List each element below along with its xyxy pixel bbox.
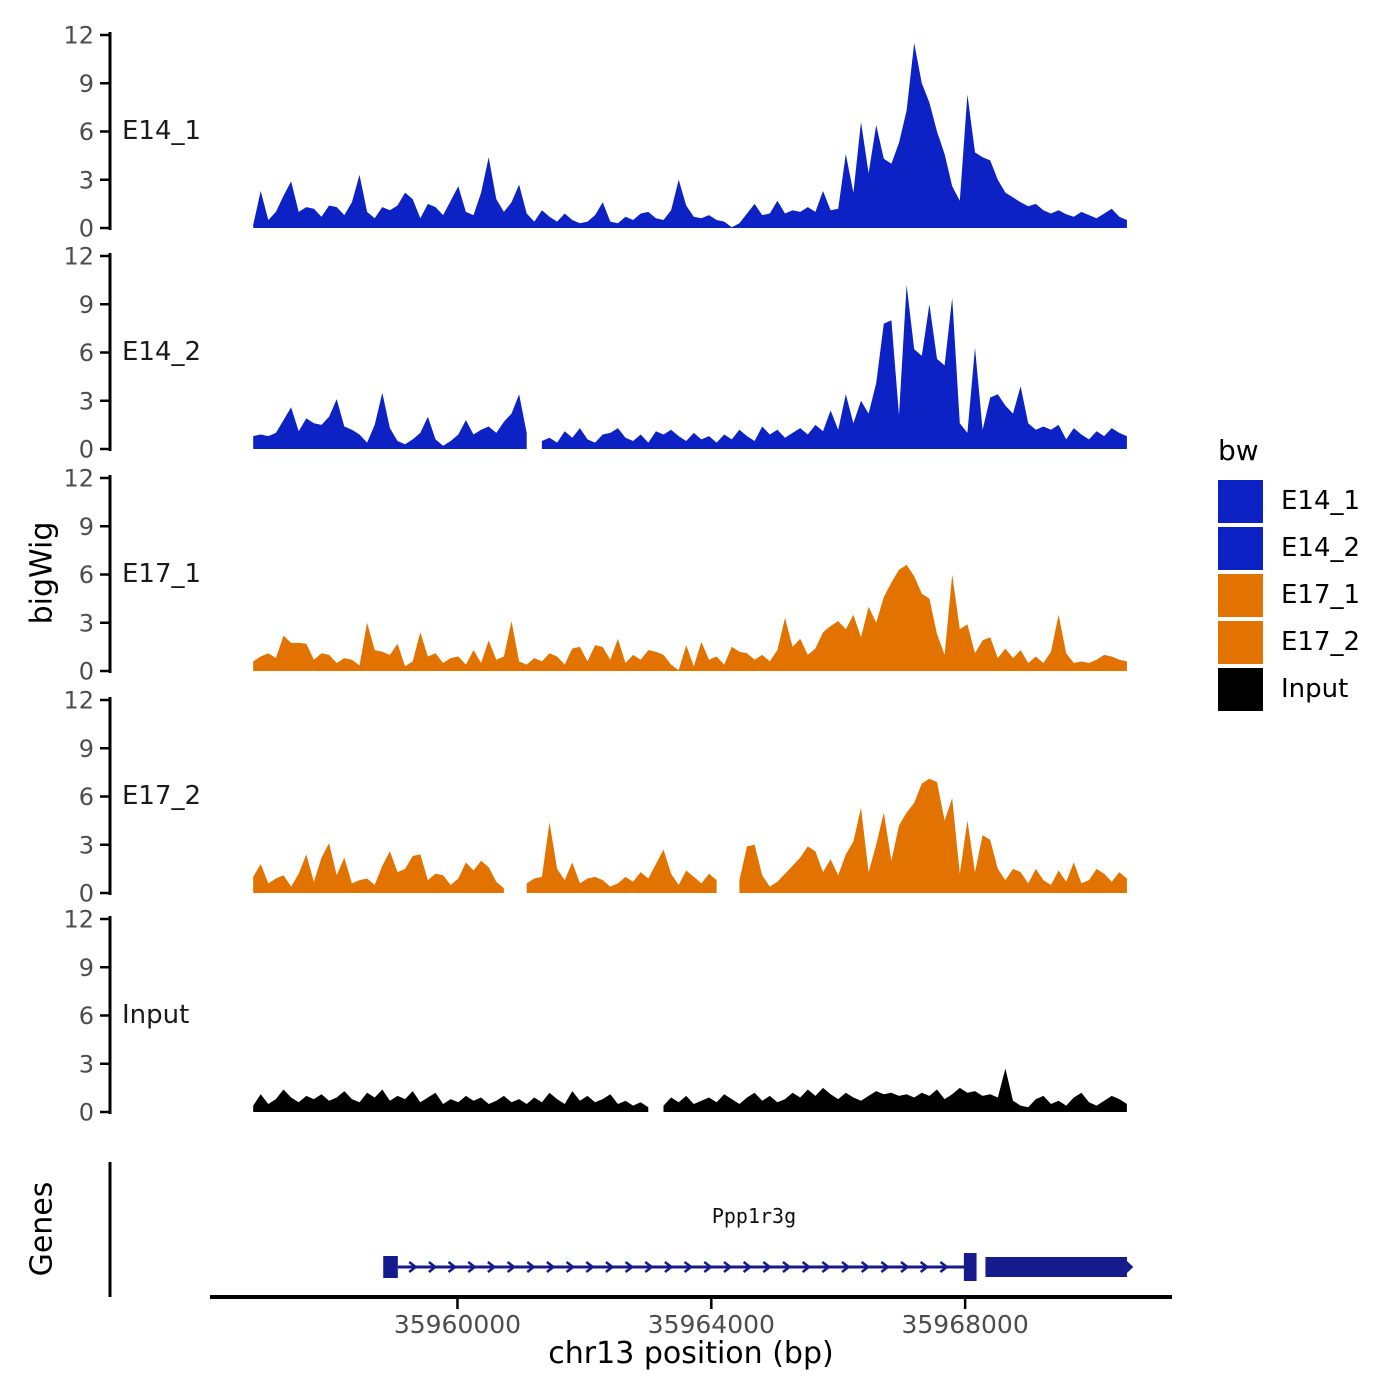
gene-strand-arrow-icon [467, 1261, 477, 1273]
y-tick-label-E14_2-3: 3 [79, 387, 94, 415]
legend-label-e17-1: E17_1 [1281, 580, 1361, 610]
y-tick-label-E14_1-0: 0 [79, 215, 94, 243]
gene-strand-arrow-icon [506, 1261, 517, 1273]
gene-strand-arrow-icon [703, 1261, 713, 1273]
gene-strand-arrow-icon [585, 1261, 595, 1273]
y-tick-label-E17_1-9: 9 [79, 513, 94, 541]
gene-strand-arrow-icon [841, 1261, 851, 1273]
track-area-E14_1 [253, 43, 1127, 228]
y-tick-label-E17_2-9: 9 [79, 735, 94, 763]
y-tick-label-E17_2-6: 6 [79, 783, 94, 811]
gene-strand-arrow-icon [762, 1261, 772, 1273]
y-tick-label-E14_2-6: 6 [79, 339, 94, 367]
track-area-Input [253, 1068, 1127, 1112]
y-tick-label-E17_2-0: 0 [79, 880, 94, 908]
gene-strand-arrow-icon [939, 1261, 949, 1273]
y-tick-label-Input-9: 9 [79, 954, 94, 982]
legend-swatch [1218, 527, 1263, 570]
gene-strand-arrow-icon [821, 1261, 831, 1273]
gene-name-label: Ppp1r3g [711, 1204, 797, 1228]
gene-strand-arrow-icon [742, 1261, 753, 1273]
x-tick-label-35960000: 35960000 [394, 1310, 521, 1339]
gene-strand-arrow-icon [428, 1261, 438, 1273]
gene-strand-arrow-icon [565, 1261, 576, 1273]
y-tick-label-Input-3: 3 [79, 1050, 94, 1078]
gene-strand-arrow-icon [723, 1261, 733, 1273]
gene-strand-arrow-icon [605, 1261, 615, 1273]
y-tick-label-E14_1-12: 12 [63, 22, 94, 50]
gene-strand-arrow-icon [880, 1261, 890, 1273]
y-tick-label-E17_1-6: 6 [79, 561, 94, 589]
gene-strand-arrow-icon [447, 1261, 458, 1273]
gene-strand-arrow-icon [919, 1261, 930, 1273]
y-tick-label-E14_1-3: 3 [79, 166, 94, 194]
track-label-e14-2: E14_2 [122, 337, 202, 367]
y-tick-label-E14_2-12: 12 [63, 243, 94, 271]
gene-strand-arrow-icon [860, 1261, 871, 1273]
y-tick-label-E17_1-0: 0 [79, 658, 94, 686]
track-label-input: Input [122, 1000, 190, 1030]
legend-label-input: Input [1281, 674, 1349, 704]
gene-strand-arrow-icon [487, 1261, 497, 1273]
gene-mid-box [963, 1253, 977, 1281]
gene-end-arrow-icon [1126, 1261, 1134, 1273]
legend-label-e14-2: E14_2 [1281, 533, 1361, 563]
gene-strand-arrow-icon [801, 1261, 812, 1273]
gene-strand-arrow-icon [526, 1261, 536, 1273]
legend-swatch [1218, 574, 1263, 617]
y-tick-label-E17_1-3: 3 [79, 609, 94, 637]
x-tick-label-35968000: 35968000 [902, 1310, 1029, 1339]
track-label-e17-2: E17_2 [122, 781, 202, 811]
y-tick-label-E14_2-9: 9 [79, 291, 94, 319]
track-label-e17-1: E17_1 [122, 559, 202, 589]
gene-strand-arrow-icon [900, 1261, 910, 1273]
gene-strand-arrow-icon [664, 1261, 674, 1273]
gene-strand-arrow-icon [624, 1261, 635, 1273]
x-axis-title: chr13 position (bp) [548, 1336, 834, 1371]
legend-swatch [1218, 668, 1263, 711]
y-tick-label-E17_2-3: 3 [79, 831, 94, 859]
y-tick-label-Input-6: 6 [79, 1002, 94, 1030]
legend-swatch [1218, 480, 1263, 523]
legend-label-e17-2: E17_2 [1281, 627, 1361, 657]
y-tick-label-Input-0: 0 [79, 1099, 94, 1127]
gene-exon-box [985, 1257, 1127, 1277]
y-tick-label-E17_1-12: 12 [63, 465, 94, 493]
y-tick-label-E14_2-0: 0 [79, 436, 94, 464]
y-tick-label-E17_2-12: 12 [63, 687, 94, 715]
track-area-E14_2 [253, 285, 1127, 449]
gene-strand-arrow-icon [683, 1261, 694, 1273]
track-area-E17_1 [253, 564, 1127, 671]
y-tick-label-E14_1-9: 9 [79, 70, 94, 98]
legend-label-e14-1: E14_1 [1281, 486, 1361, 516]
y-tick-label-Input-12: 12 [63, 906, 94, 934]
gene-strand-arrow-icon [644, 1261, 654, 1273]
genes-panel-title: Genes [24, 1181, 60, 1277]
gene-strand-arrow-icon [546, 1261, 556, 1273]
y-tick-label-E14_1-6: 6 [79, 118, 94, 146]
track-area-E17_2 [253, 778, 1127, 893]
gene-strand-arrow-icon [408, 1261, 418, 1273]
gene-strand-arrow-icon [782, 1261, 792, 1273]
gene-start-box [383, 1256, 398, 1278]
y-axis-title: bigWig [24, 521, 60, 625]
x-tick-label-35964000: 35964000 [648, 1310, 775, 1339]
legend-swatch [1218, 621, 1263, 664]
legend-title: bw [1218, 434, 1259, 467]
track-label-e14-1: E14_1 [122, 116, 202, 146]
